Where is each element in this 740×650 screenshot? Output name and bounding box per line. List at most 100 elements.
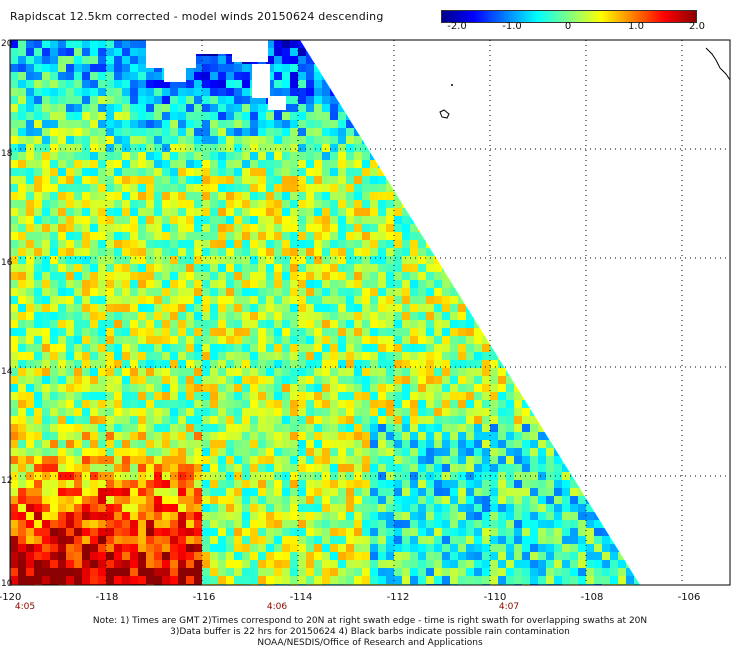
heatmap-cell bbox=[58, 512, 66, 520]
heatmap-cell bbox=[290, 440, 298, 448]
heatmap-cell bbox=[234, 232, 242, 240]
heatmap-cell bbox=[618, 88, 626, 96]
heatmap-cell bbox=[282, 248, 290, 256]
heatmap-cell bbox=[610, 240, 618, 248]
heatmap-cell bbox=[370, 432, 378, 440]
heatmap-cell bbox=[114, 120, 122, 128]
heatmap-cell bbox=[194, 240, 202, 248]
heatmap-cell bbox=[394, 472, 402, 480]
heatmap-cell bbox=[610, 288, 618, 296]
heatmap-cell bbox=[410, 144, 418, 152]
heatmap-cell bbox=[314, 344, 322, 352]
heatmap-cell bbox=[554, 392, 562, 400]
heatmap-cell bbox=[322, 104, 330, 112]
heatmap-cell bbox=[50, 80, 58, 88]
heatmap-cell bbox=[298, 88, 306, 96]
heatmap-cell bbox=[506, 264, 514, 272]
heatmap-cell bbox=[306, 224, 314, 232]
heatmap-cell bbox=[290, 352, 298, 360]
heatmap-cell bbox=[10, 400, 18, 408]
heatmap-cell bbox=[194, 416, 202, 424]
heatmap-cell bbox=[274, 88, 282, 96]
heatmap-cell bbox=[122, 48, 130, 56]
heatmap-cell bbox=[498, 136, 506, 144]
heatmap-cell bbox=[178, 528, 186, 536]
heatmap-cell bbox=[634, 520, 640, 528]
heatmap-cell bbox=[546, 432, 554, 440]
heatmap-cell bbox=[130, 88, 138, 96]
heatmap-cell bbox=[42, 536, 50, 544]
heatmap-cell bbox=[434, 336, 442, 344]
heatmap-cell bbox=[450, 392, 458, 400]
heatmap-cell bbox=[490, 224, 498, 232]
heatmap-cell bbox=[138, 72, 146, 80]
heatmap-cell bbox=[634, 200, 640, 208]
heatmap-cell bbox=[202, 168, 210, 176]
heatmap-cell bbox=[354, 392, 362, 400]
heatmap-cell bbox=[330, 72, 338, 80]
heatmap-cell bbox=[194, 328, 202, 336]
heatmap-cell bbox=[10, 368, 18, 376]
heatmap-cell bbox=[170, 520, 178, 528]
heatmap-cell bbox=[634, 496, 640, 504]
heatmap-cell bbox=[242, 376, 250, 384]
heatmap-cell bbox=[242, 336, 250, 344]
heatmap-cell bbox=[346, 176, 354, 184]
heatmap-cell bbox=[146, 216, 154, 224]
heatmap-cell bbox=[90, 344, 98, 352]
heatmap-cell bbox=[426, 200, 434, 208]
heatmap-cell bbox=[282, 448, 290, 456]
heatmap-cell bbox=[522, 344, 530, 352]
heatmap-cell bbox=[362, 128, 370, 136]
heatmap-cell bbox=[506, 488, 514, 496]
heatmap-cell bbox=[322, 520, 330, 528]
heatmap-cell bbox=[298, 448, 306, 456]
heatmap-cell bbox=[146, 360, 154, 368]
heatmap-cell bbox=[490, 96, 498, 104]
heatmap-cell bbox=[42, 312, 50, 320]
heatmap-cell bbox=[282, 240, 290, 248]
heatmap-cell bbox=[522, 96, 530, 104]
heatmap-cell bbox=[282, 160, 290, 168]
heatmap-cell bbox=[130, 64, 138, 72]
heatmap-cell bbox=[50, 408, 58, 416]
heatmap-cell bbox=[122, 432, 130, 440]
heatmap-cell bbox=[434, 176, 442, 184]
heatmap-cell bbox=[106, 64, 114, 72]
heatmap-cell bbox=[10, 520, 18, 528]
heatmap-cell bbox=[290, 144, 298, 152]
heatmap-cell bbox=[594, 384, 602, 392]
heatmap-cell bbox=[634, 416, 640, 424]
heatmap-cell bbox=[314, 240, 322, 248]
heatmap-cell bbox=[170, 296, 178, 304]
heatmap-cell bbox=[42, 376, 50, 384]
heatmap-cell bbox=[386, 272, 394, 280]
heatmap-cell bbox=[106, 464, 114, 472]
heatmap-cell bbox=[642, 240, 650, 248]
heatmap-cell bbox=[474, 216, 482, 224]
heatmap-cell bbox=[226, 72, 234, 80]
heatmap-cell bbox=[514, 368, 522, 376]
heatmap-cell bbox=[106, 200, 114, 208]
heatmap-cell bbox=[202, 240, 210, 248]
heatmap-cell bbox=[98, 368, 106, 376]
heatmap-cell bbox=[594, 312, 602, 320]
heatmap-cell bbox=[170, 448, 178, 456]
heatmap-cell bbox=[74, 80, 82, 88]
heatmap-cell bbox=[506, 528, 514, 536]
heatmap-cell bbox=[274, 528, 282, 536]
heatmap-cell bbox=[10, 536, 18, 544]
heatmap-cell bbox=[10, 88, 18, 96]
heatmap-cell bbox=[106, 456, 114, 464]
heatmap-cell bbox=[90, 176, 98, 184]
heatmap-cell bbox=[282, 368, 290, 376]
heatmap-cell bbox=[626, 136, 634, 144]
heatmap-cell bbox=[154, 344, 162, 352]
heatmap-cell bbox=[530, 88, 538, 96]
heatmap-cell bbox=[554, 248, 562, 256]
heatmap-cell bbox=[570, 512, 578, 520]
heatmap-cell bbox=[210, 272, 218, 280]
heatmap-cell bbox=[514, 176, 522, 184]
heatmap-cell bbox=[306, 344, 314, 352]
heatmap-cell bbox=[234, 72, 242, 80]
